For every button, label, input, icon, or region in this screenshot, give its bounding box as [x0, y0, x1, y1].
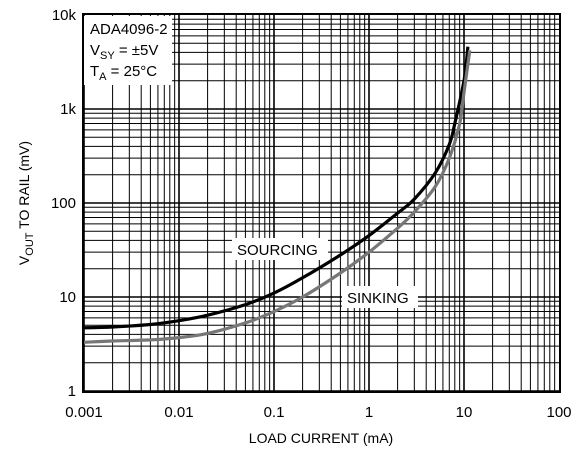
x-tick-label: 0.01	[164, 404, 193, 421]
y-tick-label: 10k	[52, 7, 77, 24]
series-layer	[83, 46, 472, 344]
y-tick-label: 1	[68, 383, 76, 400]
supply-voltage-symbol: V	[90, 42, 100, 59]
y-tick-labels: 1 10 100 1k 10k	[51, 7, 77, 400]
supply-voltage-value: = ±5V	[115, 42, 159, 59]
temperature-value: = 25°C	[107, 63, 158, 80]
x-tick-labels: 0.001 0.01 0.1 1 10 100	[65, 404, 571, 421]
y-axis-title: VOUT TO RAIL (mV)	[16, 141, 36, 265]
conditions-supply-voltage: VSY = ±5V	[90, 42, 158, 62]
supply-voltage-subscript: SY	[100, 50, 115, 62]
x-tick-label: 10	[456, 404, 473, 421]
series-labels: SOURCING SINKING	[232, 238, 418, 308]
series-label-sinking: SINKING	[347, 290, 409, 307]
series-label-sourcing: SOURCING	[237, 242, 318, 259]
y-axis-title-rest: TO RAIL (mV)	[16, 141, 32, 233]
y-axis-title-subscript: OUT	[24, 232, 36, 256]
x-tick-label: 1	[365, 404, 373, 421]
conditions-background	[84, 16, 172, 85]
temperature-subscript: A	[99, 71, 107, 83]
y-tick-label: 100	[51, 195, 76, 212]
conditions-part-number: ADA4096-2	[90, 21, 168, 38]
y-tick-label: 10	[59, 289, 76, 306]
plot-frame	[82, 13, 561, 393]
series-line-sourcing	[83, 46, 470, 330]
y-tick-label: 1k	[60, 101, 76, 118]
x-axis-title: LOAD CURRENT (mA)	[249, 430, 393, 446]
sinking-label-background	[342, 286, 418, 308]
x-tick-label: 0.001	[65, 404, 103, 421]
y-axis-title-symbol: V	[16, 255, 32, 265]
conditions-temperature: TA = 25°C	[90, 63, 157, 83]
conditions-box: ADA4096-2 VSY = ±5V TA = 25°C	[84, 16, 172, 85]
series-line-sinking	[83, 50, 472, 344]
sourcing-label-background	[232, 238, 328, 260]
temperature-symbol: T	[90, 63, 99, 80]
x-tick-label: 100	[546, 404, 571, 421]
x-tick-label: 0.1	[264, 404, 285, 421]
